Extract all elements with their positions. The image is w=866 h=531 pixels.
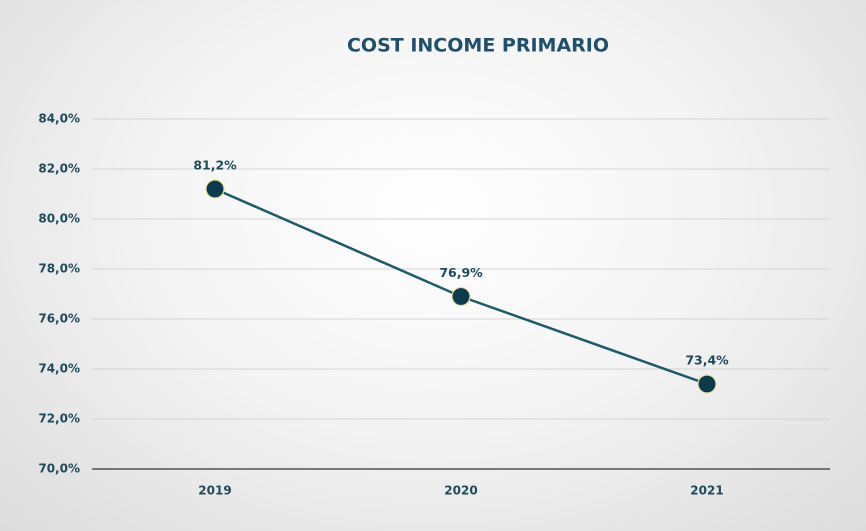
marker (451, 286, 471, 307)
chart-title: COST INCOME PRIMARIO (347, 35, 609, 57)
y-tick-label: 72,0% (38, 412, 80, 426)
data-label: 76,9% (439, 265, 483, 280)
y-tick-label: 82,0% (38, 162, 80, 176)
data-label: 81,2% (193, 158, 237, 173)
y-tick-label: 70,0% (38, 462, 80, 476)
x-tick-label: 2020 (444, 484, 477, 498)
y-tick-label: 80,0% (38, 212, 80, 226)
marker (205, 179, 225, 199)
x-tick-label: 2019 (198, 484, 231, 498)
data-label: 73,4% (685, 353, 729, 368)
y-tick-label: 74,0% (38, 362, 80, 376)
line (214, 187, 708, 386)
y-tick-label: 78,0% (38, 262, 80, 276)
y-tick-label: 76,0% (38, 312, 80, 326)
x-tick-label: 2021 (690, 484, 723, 498)
y-tick-label: 84,0% (38, 112, 80, 126)
marker (697, 374, 717, 394)
